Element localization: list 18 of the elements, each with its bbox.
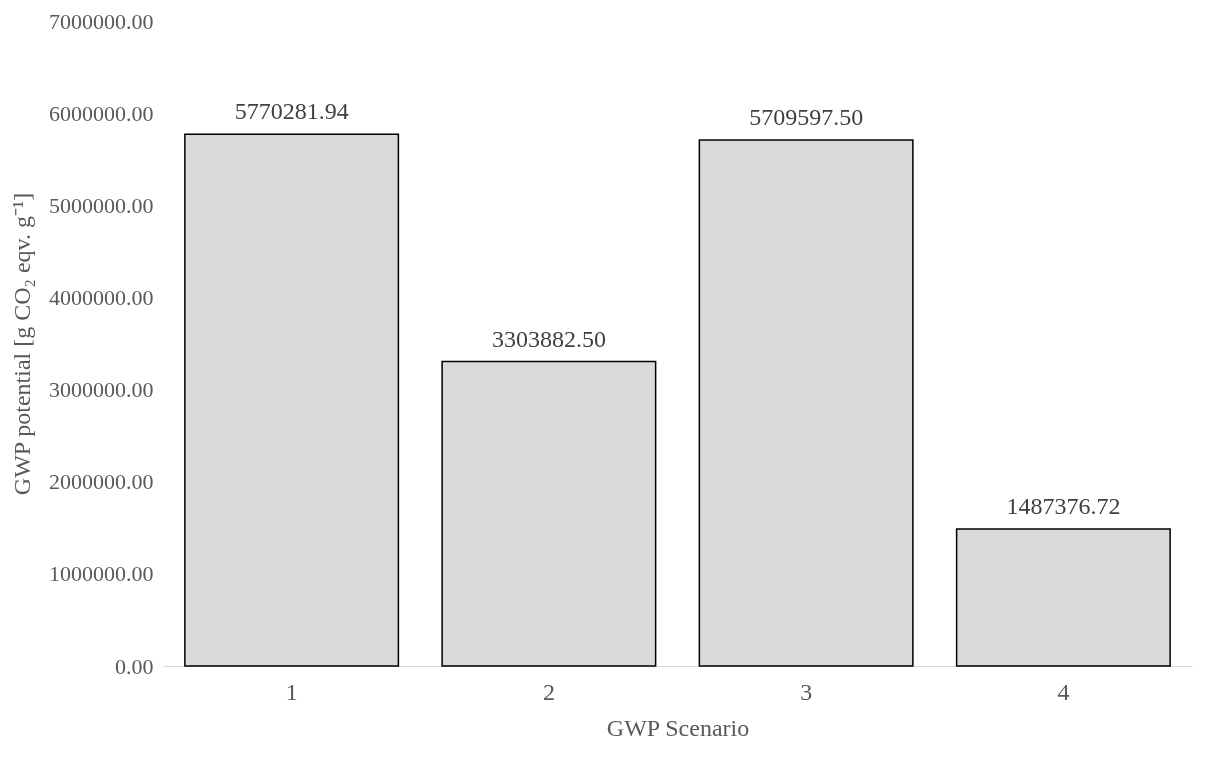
y-tick-label: 1000000.00 xyxy=(49,561,154,587)
y-tick-label: 6000000.00 xyxy=(49,100,154,126)
x-axis-title: GWP Scenario xyxy=(606,714,750,741)
y-tick-label: 3000000.00 xyxy=(49,377,154,403)
data-label: 5770281.94 xyxy=(234,98,349,125)
y-tick-label: 0.00 xyxy=(115,653,154,679)
x-tick-label: 1 xyxy=(285,678,298,705)
x-tick-label: 2 xyxy=(542,678,555,705)
x-tick-label: 3 xyxy=(800,678,813,705)
y-tick-label: 5000000.00 xyxy=(49,192,154,218)
data-label: 5709597.50 xyxy=(749,103,864,130)
data-label: 3303882.50 xyxy=(491,325,606,352)
y-tick-label: 7000000.00 xyxy=(49,8,154,34)
y-tick-label: 2000000.00 xyxy=(49,469,154,495)
y-tick-label: 4000000.00 xyxy=(49,284,154,310)
data-label: 1487376.72 xyxy=(1006,492,1121,519)
y-axis-title: GWP potential [g CO₂ eqv. g⁻¹] xyxy=(9,192,35,496)
x-tick-label: 4 xyxy=(1057,678,1070,705)
